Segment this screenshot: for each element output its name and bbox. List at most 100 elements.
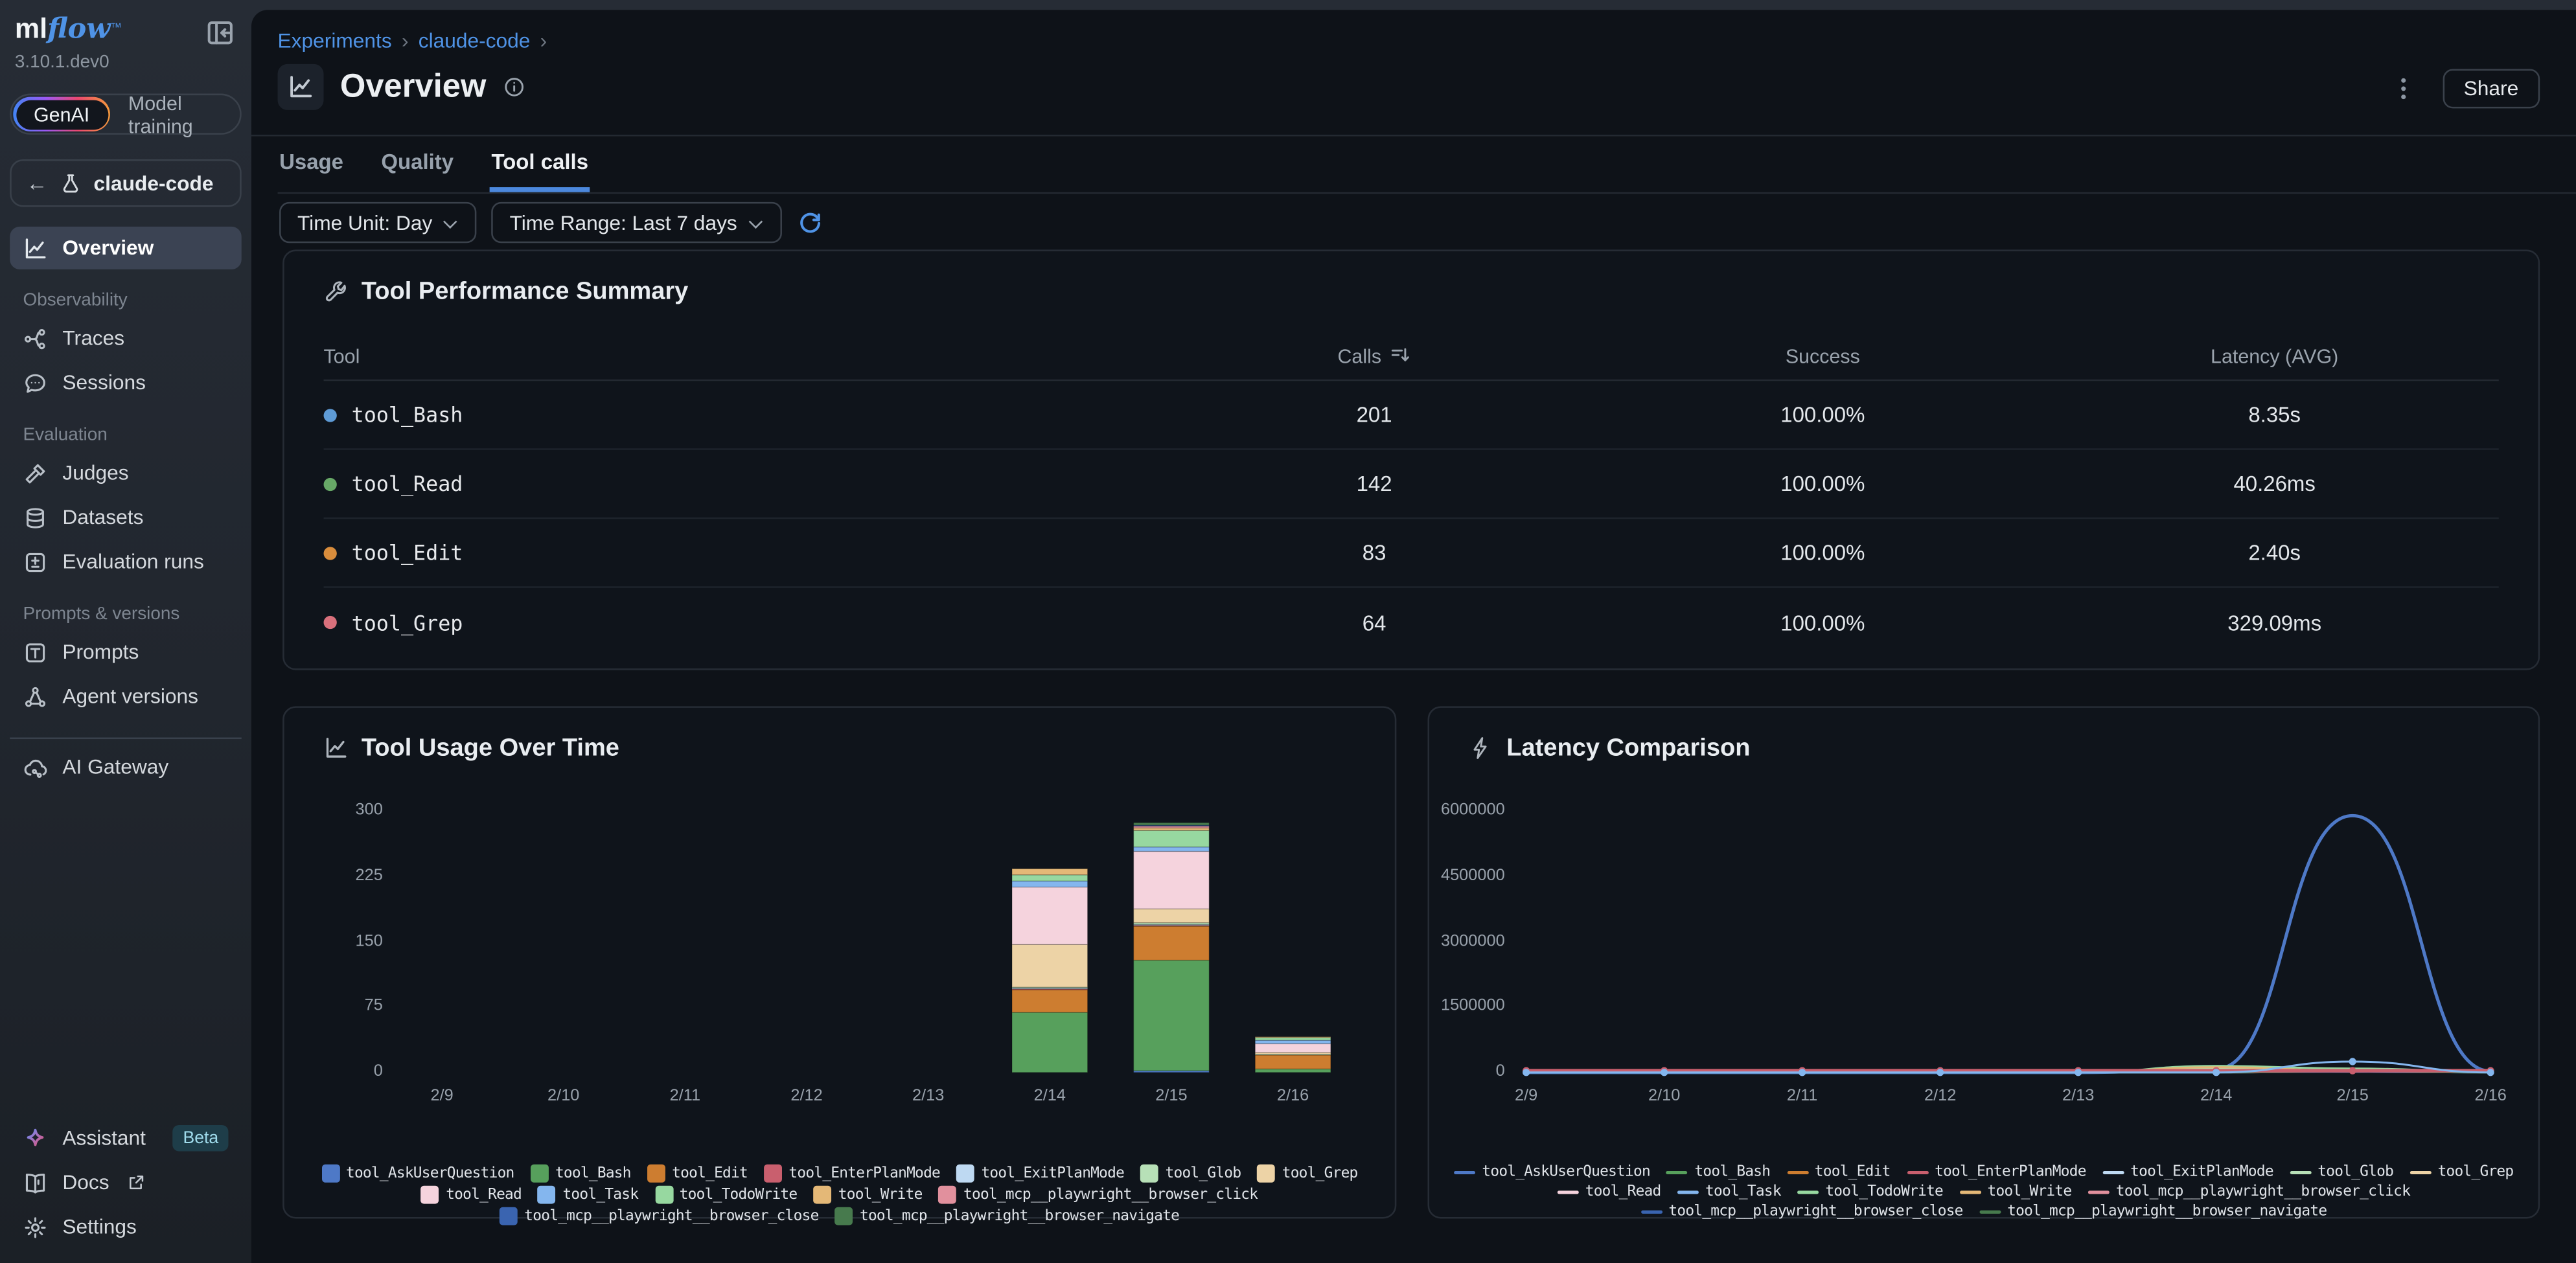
legend-swatch: [1666, 1170, 1688, 1175]
sessions-icon: [23, 370, 47, 395]
legend-item[interactable]: tool_ExitPlanMode: [956, 1164, 1125, 1183]
latency-chart-canvas[interactable]: 0 1500000 3000000 4500000 6000000 2/9 2/10 2/11…: [1429, 767, 2538, 1157]
tool-name-cell: tool_Read: [323, 472, 1150, 496]
legend-label: tool_AskUserQuestion: [345, 1165, 514, 1182]
legend-item[interactable]: tool_AskUserQuestion: [1454, 1164, 1651, 1181]
tab-bar: Usage Quality Tool calls: [277, 146, 2576, 194]
sidebar-item-agent-versions[interactable]: Agent versions: [10, 675, 242, 718]
legend-item[interactable]: tool_Bash: [1666, 1165, 1771, 1181]
legend-item[interactable]: tool_Read: [1557, 1184, 1662, 1201]
legend-label: tool_TodoWrite: [1825, 1184, 1944, 1201]
legend-item[interactable]: tool_Write: [1959, 1184, 2073, 1201]
legend-item[interactable]: tool_AskUserQuestion: [321, 1164, 514, 1183]
legend-label: tool_Read: [1585, 1184, 1662, 1201]
legend-item[interactable]: tool_Grep: [2409, 1165, 2514, 1181]
time-unit-dropdown[interactable]: Time Unit: Day: [279, 201, 477, 244]
x-axis-tick-label: 2/12: [1924, 1087, 1957, 1106]
x-axis-tick-label: 2/15: [1155, 1087, 1188, 1106]
legend-item[interactable]: tool_Grep: [1257, 1164, 1358, 1183]
legend-item[interactable]: tool_Task: [538, 1185, 639, 1204]
legend-label: tool_AskUserQuestion: [1482, 1164, 1650, 1181]
usage-chart-canvas[interactable]: 0 75 150 225 300 2/9 2/10 2/11 2/12 2/13 2/14 2/15 2…: [284, 767, 1395, 1157]
table-row[interactable]: tool_Edit 83 100.00% 2.40s: [323, 519, 2499, 588]
legend-item[interactable]: tool_Glob: [1140, 1164, 1241, 1183]
x-axis-tick-label: 2/15: [2336, 1087, 2369, 1106]
tab-usage[interactable]: Usage: [279, 149, 344, 174]
back-arrow-icon[interactable]: ←: [26, 170, 48, 196]
sidebar-item-label: Traces: [62, 326, 125, 350]
legend-label: tool_Write: [1987, 1184, 2073, 1201]
legend-item[interactable]: tool_Bash: [530, 1164, 632, 1183]
y-axis-tick-label: 1500000: [1440, 997, 1505, 1016]
legend-item[interactable]: tool_Glob: [2290, 1165, 2394, 1181]
legend-item[interactable]: tool_mcp__playwright__browser_click: [2087, 1184, 2411, 1201]
refresh-icon[interactable]: [796, 209, 823, 236]
legend-item[interactable]: tool_mcp__playwright__browser_close: [500, 1207, 819, 1225]
model-training-toggle[interactable]: Model training: [128, 91, 193, 137]
legend-item[interactable]: tool_mcp__playwright__browser_navigate: [834, 1207, 1180, 1225]
table-row[interactable]: tool_Read 142 100.00% 40.26ms: [323, 450, 2499, 519]
info-icon[interactable]: [503, 76, 525, 98]
experiment-switcher[interactable]: ← claude-code: [10, 159, 242, 207]
sidebar-item-label: Settings: [62, 1215, 137, 1238]
legend-item[interactable]: tool_TodoWrite: [654, 1185, 798, 1204]
breadcrumb-link[interactable]: claude-code: [418, 29, 531, 53]
agent-versions-icon: [23, 684, 47, 709]
sidebar-collapse-icon[interactable]: [205, 18, 235, 48]
legend-swatch: [321, 1164, 339, 1183]
experiment-name: claude-code: [93, 171, 214, 195]
legend-item[interactable]: tool_Edit: [647, 1164, 748, 1183]
line-chart-icon: [324, 736, 349, 760]
sidebar-item-evaluation-runs[interactable]: Evaluation runs: [10, 540, 242, 583]
legend-item[interactable]: tool_TodoWrite: [1797, 1184, 1944, 1201]
legend-item[interactable]: tool_Read: [421, 1185, 522, 1204]
sidebar-item-judges[interactable]: Judges: [10, 451, 242, 494]
col-header-latency[interactable]: Latency (AVG): [2211, 344, 2339, 367]
chevron-down-icon: [749, 215, 764, 230]
legend-item[interactable]: tool_EnterPlanMode: [1906, 1165, 2086, 1181]
datasets-icon: [23, 505, 47, 530]
legend-item[interactable]: tool_EnterPlanMode: [764, 1164, 941, 1183]
sidebar-item-settings[interactable]: Settings: [10, 1205, 242, 1248]
legend-item[interactable]: tool_mcp__playwright__browser_close: [1640, 1204, 1963, 1220]
success-cell: 100.00%: [1780, 402, 1865, 427]
sidebar-footer: Assistant Beta Docs Settings: [0, 1117, 251, 1263]
y-axis-tick-label: 150: [355, 932, 383, 950]
legend-swatch: [2409, 1170, 2432, 1175]
sidebar-item-label: Evaluation runs: [62, 550, 204, 573]
table-row[interactable]: tool_Bash 201 100.00% 8.35s: [323, 381, 2499, 450]
legend-item[interactable]: tool_Write: [813, 1185, 923, 1204]
tool-performance-summary-card: Tool Performance Summary Tool Calls Succ…: [282, 249, 2540, 670]
legend-item[interactable]: tool_ExitPlanMode: [2102, 1165, 2274, 1181]
sidebar-item-traces[interactable]: Traces: [10, 317, 242, 359]
table-row[interactable]: tool_Grep 64 100.00% 329.09ms: [323, 588, 2499, 657]
legend-item[interactable]: tool_Edit: [1786, 1164, 1891, 1181]
sidebar-item-datasets[interactable]: Datasets: [10, 496, 242, 539]
more-options-icon[interactable]: [2390, 76, 2417, 102]
sidebar-item-docs[interactable]: Docs: [10, 1161, 242, 1204]
share-button[interactable]: Share: [2442, 69, 2540, 109]
sidebar-item-assistant[interactable]: Assistant Beta: [10, 1117, 242, 1159]
success-cell: 100.00%: [1780, 610, 1865, 635]
legend-label: tool_mcp__playwright__browser_navigate: [859, 1208, 1180, 1225]
col-header-calls[interactable]: Calls: [1150, 344, 1598, 367]
y-axis-tick-label: 6000000: [1440, 801, 1505, 820]
legend-item[interactable]: tool_mcp__playwright__browser_navigate: [1979, 1204, 2327, 1220]
sidebar-item-ai-gateway[interactable]: AI Gateway: [10, 745, 242, 788]
col-header-success[interactable]: Success: [1785, 344, 1860, 367]
legend-item[interactable]: tool_Task: [1677, 1184, 1782, 1201]
tab-quality[interactable]: Quality: [381, 149, 454, 174]
tab-tool-calls[interactable]: Tool calls: [489, 146, 590, 192]
sidebar-item-overview[interactable]: Overview: [10, 226, 242, 269]
genai-toggle[interactable]: GenAI: [13, 97, 110, 131]
sidebar-item-sessions[interactable]: Sessions: [10, 361, 242, 404]
sidebar-item-prompts[interactable]: Prompts: [10, 631, 242, 674]
calls-cell: 83: [1362, 540, 1386, 565]
legend-label: tool_Edit: [1814, 1164, 1891, 1181]
latency-cell: 8.35s: [2248, 402, 2301, 427]
legend-item[interactable]: tool_mcp__playwright__browser_click: [938, 1185, 1258, 1204]
col-header-tool[interactable]: Tool: [323, 344, 360, 367]
sort-descending-icon[interactable]: [1390, 345, 1411, 366]
time-range-dropdown[interactable]: Time Range: Last 7 days: [491, 201, 782, 244]
breadcrumb-link[interactable]: Experiments: [277, 29, 392, 53]
